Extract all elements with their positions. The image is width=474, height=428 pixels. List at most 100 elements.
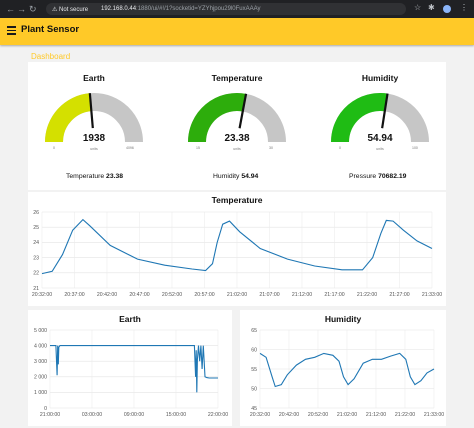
stat-humidity: Humidity 54.94 xyxy=(213,173,258,180)
x-tick-label: 20:42:00 xyxy=(97,292,117,298)
chart-title: Temperature xyxy=(211,195,263,205)
arrow-right-icon[interactable]: → xyxy=(17,4,26,14)
gauge-title: Earth xyxy=(83,73,105,83)
y-tick-label: 24 xyxy=(33,240,39,246)
chart-title: Earth xyxy=(119,314,141,324)
puzzle-icon[interactable]: ✱ xyxy=(428,3,435,12)
y-tick-label: 3 000 xyxy=(34,359,47,365)
gauge-max: 100 xyxy=(412,146,418,150)
browser-toolbar: ← → ↻ ⚠ Not secure 192.168.0.44:1880/ui/… xyxy=(0,0,474,18)
address-bar[interactable]: ⚠ Not secure 192.168.0.44:1880/ui/#!/1?s… xyxy=(46,3,406,15)
stat-value: 70682.19 xyxy=(378,173,407,180)
y-tick-label: 22 xyxy=(33,271,39,277)
tab-title: Dashboard xyxy=(31,52,71,61)
star-icon[interactable]: ☆ xyxy=(414,3,422,12)
gauge-value: 54.94 xyxy=(367,133,393,144)
gauge-min: 0 xyxy=(339,146,341,150)
x-tick-label: 22:00:00 xyxy=(208,412,228,418)
gauge-value: 23.38 xyxy=(224,133,250,144)
humidity-chart-card: Humidity 65 60 55 50 45 20:32:00 20:42:00 20:52… xyxy=(240,310,446,426)
gauge-title: Temperature xyxy=(211,73,263,83)
series-line xyxy=(50,345,218,393)
x-tick-label: 03:00:00 xyxy=(82,412,102,418)
x-tick-label: 20:32:00 xyxy=(32,292,52,298)
y-tick-label: 23 xyxy=(33,255,39,261)
x-tick-label: 20:52:00 xyxy=(308,412,328,418)
gauge-title: Humidity xyxy=(361,73,399,83)
stat-value: 23.38 xyxy=(106,173,124,180)
y-tick-label: 5 000 xyxy=(34,328,47,334)
x-tick-label: 21:27:00 xyxy=(389,292,409,298)
url-path: :1880/ui/#!/1?socketid=YZYhjpou29l0FuxAA… xyxy=(136,6,261,12)
gauge-units: units xyxy=(233,147,241,151)
y-tick-label: 55 xyxy=(251,367,257,373)
x-tick-label: 20:32:00 xyxy=(250,412,270,418)
y-tick-label: 2 000 xyxy=(34,375,47,381)
x-tick-label: 15:00:00 xyxy=(166,412,186,418)
gauge-fill xyxy=(188,93,247,143)
arrow-left-icon[interactable]: ← xyxy=(6,4,15,14)
stat-label: Humidity xyxy=(213,173,240,180)
x-tick-label: 21:17:00 xyxy=(324,292,344,298)
x-tick-label: 21:22:00 xyxy=(395,412,415,418)
y-tick-label: 1 000 xyxy=(34,390,47,396)
gauges-card: Earth 1938 units 0 4096 Temperature 23.38 units… xyxy=(28,62,446,190)
x-tick-label: 20:47:00 xyxy=(129,292,149,298)
y-tick-label: 4 000 xyxy=(34,343,47,349)
x-tick-label: 21:07:00 xyxy=(259,292,279,298)
gauge-humidity xyxy=(331,93,429,143)
y-tick-label: 0 xyxy=(44,406,47,412)
reload-icon[interactable]: ↻ xyxy=(29,4,37,14)
gauge-fill xyxy=(331,93,388,143)
gauge-fill xyxy=(45,93,92,143)
gauge-units: units xyxy=(90,147,98,151)
app-title: Plant Sensor xyxy=(21,24,80,35)
y-tick-label: 60 xyxy=(251,347,257,353)
more-icon[interactable]: ⋮ xyxy=(460,3,468,12)
stat-label: Pressure xyxy=(349,173,377,180)
series-line xyxy=(259,352,435,388)
y-tick-label: 45 xyxy=(251,406,257,412)
security-label: Not secure xyxy=(59,7,89,13)
y-tick-label: 25 xyxy=(33,225,39,231)
gauge-units: units xyxy=(376,147,384,151)
profile-icon[interactable] xyxy=(443,5,451,13)
stat-temperature: Temperature 23.38 xyxy=(66,173,123,180)
gauge-needle xyxy=(88,93,94,129)
gauge-max: 4096 xyxy=(126,146,134,150)
x-tick-label: 21:02:00 xyxy=(337,412,357,418)
gauge-value: 1938 xyxy=(82,133,106,144)
x-tick-label: 21:02:00 xyxy=(227,292,247,298)
x-tick-label: 21:33:00 xyxy=(422,292,442,298)
url-host: 192.168.0.44 xyxy=(101,6,137,12)
gauge-earth xyxy=(45,93,143,143)
x-tick-label: 20:57:00 xyxy=(194,292,214,298)
menu-icon[interactable] xyxy=(7,26,16,35)
y-tick-label: 50 xyxy=(251,386,257,392)
gauge-max: 30 xyxy=(269,146,273,150)
x-tick-label: 21:00:00 xyxy=(40,412,60,418)
x-tick-label: 09:00:00 xyxy=(124,412,144,418)
gauge-min: 0 xyxy=(53,146,55,150)
x-tick-label: 21:22:00 xyxy=(357,292,377,298)
stat-pressure: Pressure 70682.19 xyxy=(349,173,406,180)
x-tick-label: 20:42:00 xyxy=(279,412,299,418)
gauge-needle xyxy=(238,93,248,129)
x-tick-label: 20:52:00 xyxy=(162,292,182,298)
gauge-min: 15 xyxy=(196,146,200,150)
x-tick-label: 20:37:00 xyxy=(64,292,84,298)
stat-label: Temperature xyxy=(66,173,105,180)
y-tick-label: 65 xyxy=(251,328,257,334)
security-indicator[interactable]: ⚠ Not secure xyxy=(52,7,89,13)
gauge-needle xyxy=(381,93,389,129)
app-header: Plant Sensor xyxy=(0,18,474,45)
stat-value: 54.94 xyxy=(241,173,259,180)
x-tick-label: 21:12:00 xyxy=(366,412,386,418)
earth-chart: 5 000 4 000 3 000 2 000 1 000 021:00:00 03:00:… xyxy=(34,328,228,418)
x-tick-label: 21:12:00 xyxy=(292,292,312,298)
gauge-temperature xyxy=(188,93,286,143)
temperature-chart-card: Temperature 26 25 24 23 22 21 20:32:00 20:37:00… xyxy=(28,192,446,306)
url-text[interactable]: 192.168.0.44:1880/ui/#!/1?socketid=YZYhj… xyxy=(101,6,261,12)
